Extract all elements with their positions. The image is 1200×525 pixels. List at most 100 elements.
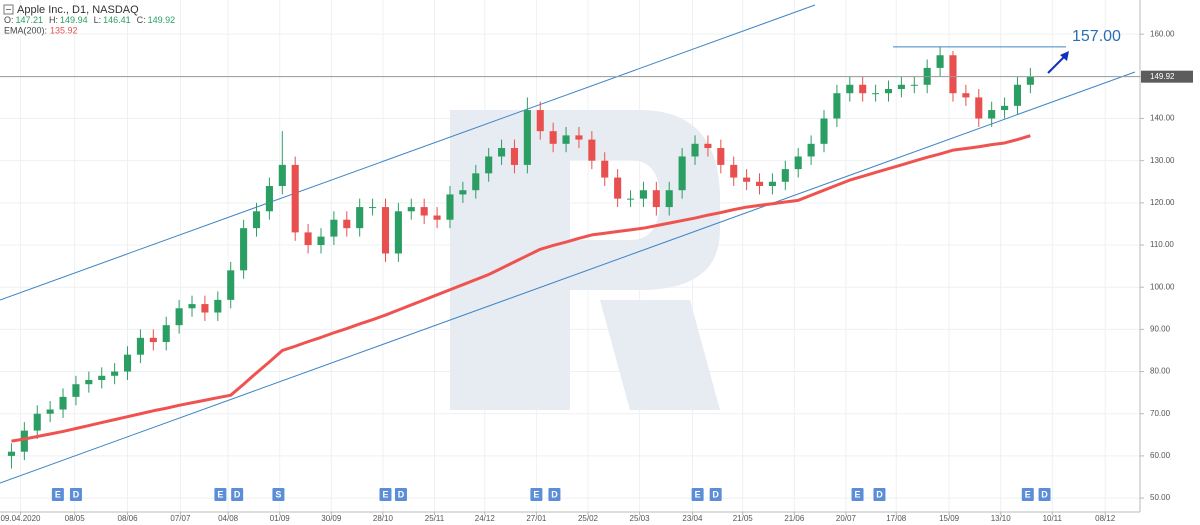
x-tick-label: 01/09 (270, 514, 291, 523)
candle-body (472, 173, 480, 191)
y-tick-label: 130.00 (1150, 156, 1175, 165)
candle-body (691, 143, 699, 157)
watermark-logo (450, 110, 720, 410)
y-tick-label: 80.00 (1150, 367, 1171, 376)
candle-body (72, 384, 80, 397)
candle-body (781, 169, 789, 182)
event-marker (1021, 488, 1034, 501)
candle-body (252, 211, 261, 229)
ema-line (11, 134, 1031, 443)
candle-body (59, 396, 67, 410)
candle-body (498, 148, 506, 157)
candle-body (356, 207, 364, 229)
event-label: S (275, 489, 281, 499)
ohlc-value: 149.94 (60, 15, 88, 25)
event-marker (272, 488, 285, 501)
y-tick-label: 50.00 (1150, 493, 1171, 502)
y-tick-label: 90.00 (1150, 324, 1171, 333)
x-tick-label: 30/09 (321, 514, 342, 523)
candle-body (98, 375, 106, 380)
x-tick-label: 08/05 (65, 514, 86, 523)
candle-body (614, 177, 622, 199)
x-tick-label: 10/11 (1043, 514, 1063, 523)
event-label: E (1025, 489, 1031, 499)
event-label: D (398, 489, 405, 499)
event-marker (691, 488, 704, 501)
event-marker (548, 488, 561, 501)
ohlc-label: C: (137, 15, 146, 25)
candle-body (343, 219, 351, 229)
ohlc-label: H: (49, 15, 58, 25)
candle-body (588, 139, 596, 161)
candle-body (136, 337, 144, 355)
channel-upper (0, 4, 816, 301)
price-box (1141, 70, 1193, 83)
candle-body (768, 181, 776, 186)
ohlc-label: O: (4, 15, 14, 25)
plot (7, 46, 1034, 469)
x-tick-label: 25/02 (578, 514, 599, 523)
candle-body (678, 156, 686, 191)
candle-body (859, 84, 867, 94)
candle-body (575, 135, 583, 140)
candle-body (962, 93, 970, 98)
candle-body (265, 185, 273, 212)
candle-body (85, 379, 93, 385)
candle-body (433, 215, 441, 220)
x-tick-label: 24/12 (475, 514, 496, 523)
event-label: E (695, 489, 701, 499)
x-tick-label: 08/12 (1095, 514, 1116, 523)
candle-body (884, 88, 893, 94)
candle-body (485, 156, 493, 174)
candle-body (369, 207, 377, 209)
x-tick-label: 28/10 (373, 514, 394, 523)
candle-body (755, 181, 764, 186)
event-label: E (217, 489, 223, 499)
event-label: E (382, 489, 388, 499)
candle-body (201, 304, 209, 313)
candle-body (227, 270, 235, 300)
candle-body (459, 190, 467, 195)
event-label: D (876, 489, 883, 499)
x-tick-label: 23/04 (682, 514, 703, 523)
candle-body (149, 337, 157, 343)
event-marker (379, 488, 392, 501)
candle-body (330, 219, 338, 237)
y-tick-label: 110.00 (1150, 240, 1174, 249)
candle-body (123, 354, 132, 372)
candle-body (7, 451, 15, 456)
candle-body (665, 190, 673, 208)
price-label: 149.92 (1150, 72, 1175, 81)
chart-title: Apple Inc., D1, NASDAQ (17, 4, 139, 16)
x-tick-label: 07/07 (170, 514, 191, 523)
candle-body (549, 131, 557, 144)
x-tick-label: 13/10 (991, 514, 1012, 523)
y-tick-label: 60.00 (1150, 451, 1171, 460)
event-label: D (712, 489, 719, 499)
event-marker (873, 488, 886, 501)
candle-body (562, 135, 570, 144)
candle-body (730, 164, 738, 178)
y-tick-label: 100.00 (1150, 282, 1175, 291)
event-label: D (1041, 489, 1048, 499)
event-marker (51, 488, 64, 501)
ema-legend-label: EMA(200): (4, 25, 47, 35)
x-tick-label: 20/07 (836, 514, 857, 523)
x-tick-label: 25/11 (425, 514, 445, 523)
candle-body (846, 84, 854, 94)
candle-body (523, 110, 531, 165)
candle-body (240, 228, 248, 271)
ohlc-value: 146.41 (103, 15, 131, 25)
candle-body (536, 110, 544, 132)
x-tick-label: 21/05 (733, 514, 754, 523)
event-label: D (73, 489, 80, 499)
candle-body (420, 207, 428, 216)
candle-body (743, 177, 751, 182)
event-label: E (855, 489, 861, 499)
y-tick-label: 140.00 (1150, 114, 1175, 123)
candle-body (381, 207, 390, 254)
candle-body (510, 148, 519, 165)
candle-body (910, 84, 918, 86)
event-label: E (55, 489, 61, 499)
event-marker (851, 488, 864, 501)
